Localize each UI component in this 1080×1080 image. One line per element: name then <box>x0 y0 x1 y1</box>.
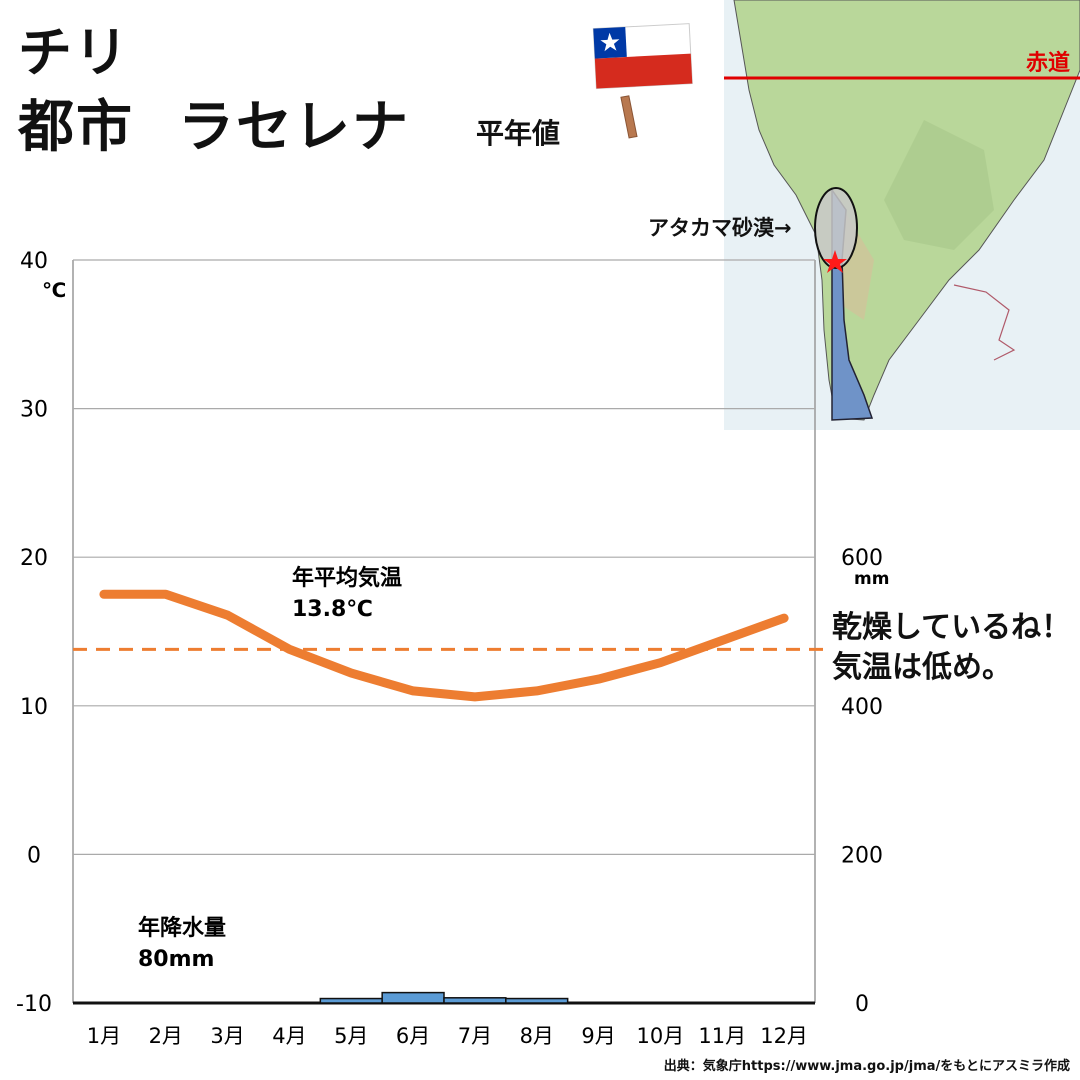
x-tick-label: 11月 <box>698 1024 746 1048</box>
equator-label: 赤道 <box>1026 50 1070 76</box>
precip-bar <box>381 991 445 1004</box>
y-tick-label-temp: 30 <box>20 398 48 423</box>
source-credit: 出典：気象庁https://www.jma.go.jp/jma/をもとにアスミラ… <box>663 1059 1071 1074</box>
city-label: 都市 <box>18 95 134 160</box>
x-tick-label: 12月 <box>760 1024 808 1048</box>
y-tick-label-temp: 10 <box>20 695 48 720</box>
period-label: 平年値 <box>476 117 561 150</box>
x-tick-label: 1月 <box>87 1024 121 1048</box>
precip-bar <box>566 1001 631 1004</box>
city-name: ラセレナ <box>178 95 410 160</box>
x-tick-label: 6月 <box>396 1024 430 1048</box>
annual-precip-value: 80mm <box>138 947 214 972</box>
precip-bar <box>505 997 569 1004</box>
x-tick-label: 7月 <box>458 1024 492 1048</box>
comment-line-1: 乾燥しているね！ <box>832 610 1072 645</box>
x-tick-label: 10月 <box>637 1024 685 1048</box>
annual-temp-value: 13.8℃ <box>292 597 373 622</box>
comment-line-2: 気温は低め。 <box>832 650 1012 685</box>
x-tick-label: 9月 <box>581 1024 615 1048</box>
y-tick-label-precip: 0 <box>855 992 869 1017</box>
city-title: 都市 ラセレナ <box>18 82 410 163</box>
precip-bar <box>319 997 383 1004</box>
y-tick-label-precip: 600 <box>841 546 883 571</box>
temperature-line <box>99 589 789 702</box>
temp-unit-label: ℃ <box>42 278 66 302</box>
city-marker-icon <box>823 250 847 273</box>
south-america-map: 赤道 <box>724 0 1080 430</box>
y-tick-label-precip: 400 <box>841 695 883 720</box>
precip-unit-label: mm <box>854 569 889 589</box>
desert-label: アタカマ砂漠→ <box>648 216 792 240</box>
annual-temp-label: 年平均気温 <box>292 565 402 591</box>
x-tick-label: 8月 <box>520 1024 554 1048</box>
x-tick-label: 5月 <box>334 1024 368 1048</box>
y-tick-label-temp: 0 <box>27 843 41 868</box>
y-tick-label-precip: 200 <box>841 843 883 868</box>
annual-precip-label: 年降水量 <box>138 915 226 941</box>
y-tick-label-temp: -10 <box>16 992 52 1017</box>
y-tick-label-temp: 40 <box>20 249 48 274</box>
comment-note: 乾燥しているね！ 気温は低め。 <box>832 608 1071 688</box>
y-tick-label-temp: 20 <box>20 546 48 571</box>
x-tick-label: 4月 <box>272 1024 306 1048</box>
x-tick-label: 2月 <box>149 1024 183 1048</box>
chile-flag-icon <box>592 23 693 139</box>
country-title: チリ <box>18 21 130 84</box>
x-tick-label: 3月 <box>210 1024 244 1048</box>
precip-bar <box>443 997 507 1004</box>
